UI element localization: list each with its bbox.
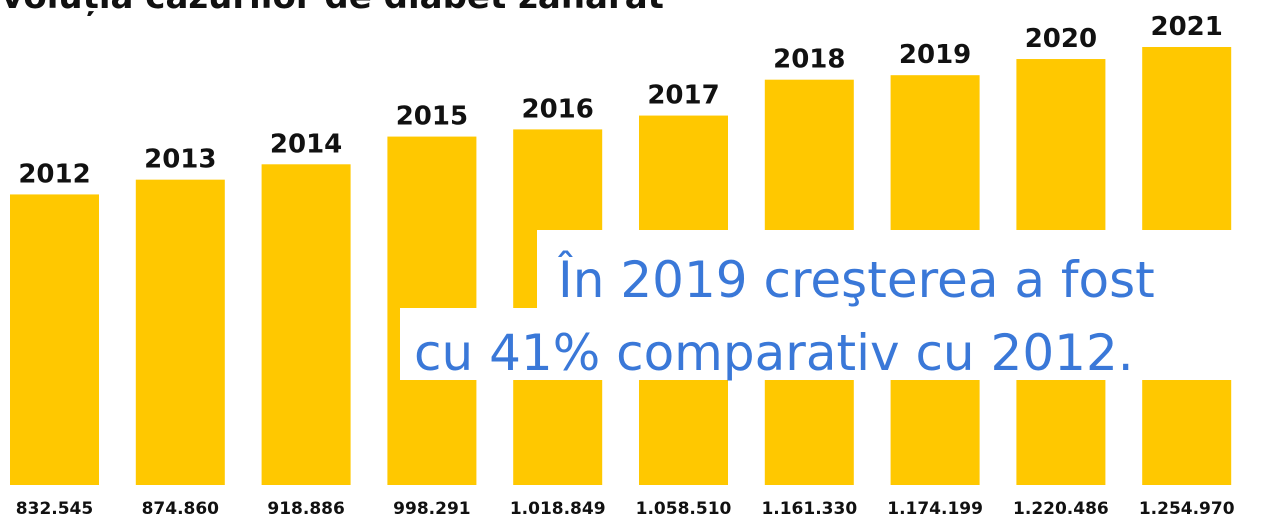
x-tick-label: 2015 [396,102,468,132]
annotation-box [537,230,1287,310]
x-tick-label: 2021 [1151,12,1223,42]
x-tick-label: 2017 [647,81,719,111]
x-tick-label: 2020 [1025,24,1097,54]
value-label: 1.174.199 [887,499,983,519]
value-label: 832.545 [16,499,93,519]
value-label: 874.860 [142,499,220,519]
annotation: În 2019 creşterea a fost [557,250,1155,309]
bar [135,179,225,485]
x-tick-label: 2013 [144,145,216,175]
annotation: cu 41% comparativ cu 2012. [414,324,1134,382]
x-tick-label: 2018 [773,45,845,75]
value-label: 1.018.849 [510,499,606,519]
x-tick-label: 2019 [899,40,971,70]
value-label: 1.058.510 [636,499,732,519]
value-label: 918.886 [267,499,344,519]
x-tick-label: 2014 [270,129,342,159]
bar [10,194,99,486]
x-tick-label: 2016 [522,94,594,124]
value-label: 1.220.486 [1013,499,1109,519]
bar [261,164,351,485]
value-label: 998.291 [393,499,470,519]
value-label: 1.254.970 [1139,499,1235,519]
annotation-box [400,308,1287,380]
value-label: 1.161.330 [761,499,857,519]
chart-title: Evoluția cazurilor de diabet zaharat [0,0,664,17]
x-tick-label: 2012 [18,159,90,189]
